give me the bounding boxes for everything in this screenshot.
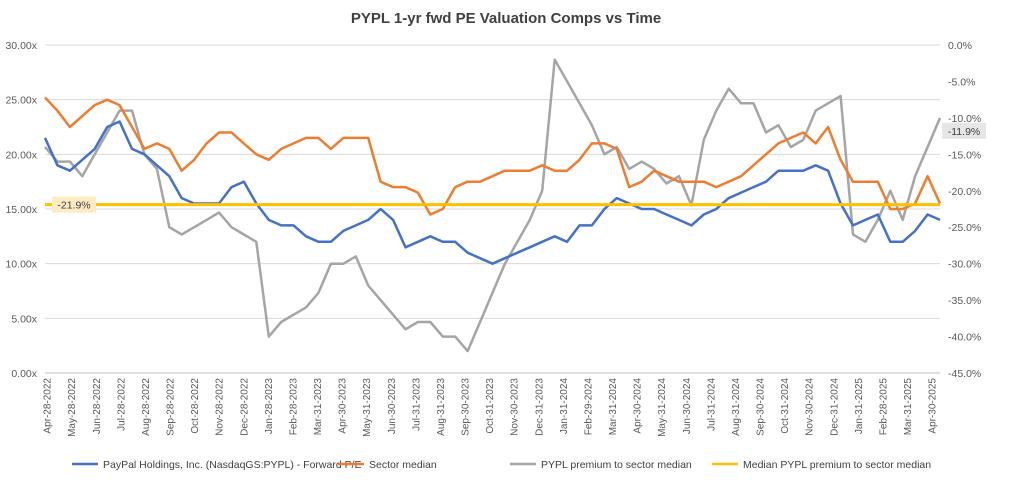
x-tick-label: Feb-28-2023 [288, 378, 299, 436]
x-tick-label: Dec-31-2023 [534, 378, 545, 436]
y-right-tick-label: -5.0% [948, 76, 975, 88]
x-tick-label: Jul-31-2024 [706, 378, 717, 431]
x-tick-label: Nov-30-2024 [805, 378, 816, 436]
x-tick-label: Feb-29-2024 [583, 378, 594, 436]
x-tick-label: Sep-30-2023 [461, 378, 472, 436]
y-right-tick-label: -45.0% [948, 368, 981, 380]
last-value-label: -11.9% [948, 126, 981, 138]
series-lines [43, 58, 942, 353]
x-tick-label: May-31-2024 [657, 378, 668, 437]
y-axis-right: 0.0% -5.0% -10.0% -15.0% -20.0% -25.0% -30.0% -… [948, 40, 981, 380]
y-right-tick-label: 0.0% [948, 40, 972, 52]
x-tick-label: Sep-28-2022 [166, 378, 177, 436]
x-tick-label: Mar-31-2025 [903, 378, 914, 436]
median-label-bg [52, 196, 96, 213]
x-tick-label: Apr-30-2024 [633, 378, 644, 434]
x-tick-label: Jul-28-2022 [116, 378, 127, 431]
legend-label: Median PYPL premium to sector median [743, 459, 931, 471]
x-tick-label: Dec-28-2022 [239, 378, 250, 436]
legend: PayPal Holdings, Inc. (NasdaqGS:PYPL) - … [72, 459, 931, 471]
x-tick-label: Aug-31-2023 [436, 378, 447, 436]
grid-lines [45, 44, 940, 374]
legend-label: PYPL premium to sector median [541, 459, 692, 471]
series-line-1 [44, 96, 942, 216]
x-tick-label: Sep-30-2024 [756, 378, 767, 436]
x-tick-label: Aug-31-2024 [731, 378, 742, 436]
x-tick-label: Nov-28-2022 [215, 378, 226, 436]
x-tick-label: Mar-31-2024 [608, 378, 619, 436]
y-left-tick-label: 10.00x [5, 259, 37, 271]
x-tick-label: Jan-28-2023 [264, 378, 275, 435]
y-right-tick-label: -20.0% [948, 186, 981, 198]
y-left-tick-label: 25.00x [5, 95, 37, 107]
x-tick-label: Jun-28-2022 [92, 378, 103, 435]
x-tick-label: Apr-30-2025 [928, 378, 939, 434]
x-tick-label: Feb-28-2025 [878, 378, 889, 436]
y-right-tick-label: -40.0% [948, 332, 981, 344]
y-left-tick-label: 20.00x [5, 149, 37, 161]
series-line-0 [43, 120, 941, 265]
y-axis-left: 0.00x 5.00x 10.00x 15.00x 20.00x 25.00x 30.00x [5, 40, 37, 380]
x-tick-label: Apr-30-2023 [338, 378, 349, 434]
x-tick-label: Jan-31-2024 [559, 378, 570, 435]
series-line-2 [44, 58, 942, 353]
x-tick-label: May-31-2023 [362, 378, 373, 437]
y-right-tick-label: -10.0% [948, 113, 981, 125]
median-label: -21.9% [57, 200, 90, 212]
y-left-tick-label: 5.00x [11, 313, 37, 325]
y-right-tick-label: -25.0% [948, 222, 981, 234]
legend-label: PayPal Holdings, Inc. (NasdaqGS:PYPL) - … [103, 459, 362, 471]
y-left-tick-label: 0.00x [11, 368, 37, 380]
x-tick-label: May-28-2022 [67, 378, 78, 437]
x-tick-label: Oct-31-2023 [485, 378, 496, 434]
x-axis: Apr-28-2022 May-28-2022 Jun-28-2022 Jul-28-… [43, 372, 940, 437]
y-right-tick-label: -15.0% [948, 149, 981, 161]
x-tick-label: Jan-31-2025 [854, 378, 865, 435]
x-tick-label: Aug-28-2022 [141, 378, 152, 436]
x-tick-label: Nov-30-2023 [510, 378, 521, 436]
x-tick-label: Mar-31-2023 [313, 378, 324, 436]
y-left-tick-label: 30.00x [5, 40, 37, 52]
y-right-tick-label: -30.0% [948, 259, 981, 271]
x-tick-label: Jul-31-2023 [411, 378, 422, 431]
chart-title: PYPL 1-yr fwd PE Valuation Comps vs Time [351, 10, 661, 27]
x-tick-label: Dec-31-2024 [829, 378, 840, 436]
y-left-tick-label: 15.00x [5, 204, 37, 216]
y-right-tick-label: -35.0% [948, 295, 981, 307]
legend-label: Sector median [369, 459, 437, 471]
x-tick-label: Apr-28-2022 [43, 378, 54, 434]
x-tick-label: Jun-30-2023 [387, 378, 398, 435]
x-tick-label: Oct-28-2022 [190, 378, 201, 434]
x-tick-label: Jun-30-2024 [682, 378, 693, 435]
annotations: -21.9% -11.9% [52, 122, 986, 213]
last-value-label-bg [942, 122, 986, 139]
x-tick-label: Oct-31-2024 [780, 378, 791, 434]
